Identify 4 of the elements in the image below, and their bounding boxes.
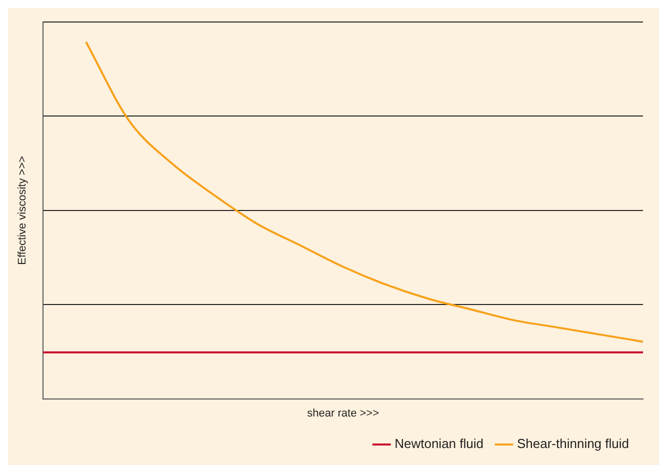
- x-axis-title: shear rate >>>: [307, 407, 380, 420]
- y-axis-title: Effective viscosity >>>: [16, 156, 29, 265]
- legend-label: Newtonian fluid: [394, 436, 484, 452]
- legend-label: Shear-thinning fluid: [516, 436, 630, 452]
